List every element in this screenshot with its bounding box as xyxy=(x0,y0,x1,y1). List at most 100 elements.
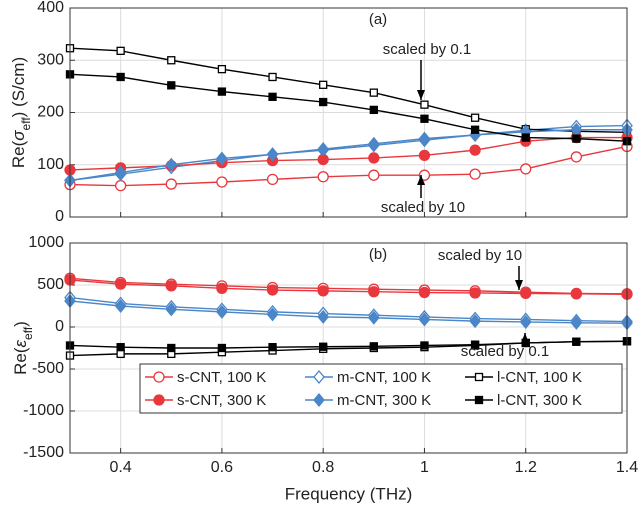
annotation: scaled by 0.1 xyxy=(383,41,471,58)
y-axis-label: Re(σeff) (S/cm) xyxy=(9,57,33,168)
y-label-part: Re( xyxy=(11,347,30,375)
axes-frame xyxy=(69,242,628,454)
series-line xyxy=(69,340,628,349)
annotation: scaled by 0.1 xyxy=(461,343,549,360)
marker xyxy=(418,286,431,299)
y-label-part: ) (S/cm) xyxy=(9,57,28,117)
marker xyxy=(268,72,277,82)
axes-frame xyxy=(69,7,628,218)
marker xyxy=(570,315,583,330)
marker xyxy=(420,114,429,123)
x-tick-label: 0.6 xyxy=(211,459,233,476)
marker xyxy=(418,312,431,327)
y-label-part: σ xyxy=(9,130,28,141)
marker xyxy=(167,56,176,65)
marker xyxy=(367,310,380,325)
marker xyxy=(319,97,328,107)
marker xyxy=(165,280,177,292)
marker xyxy=(418,131,431,146)
marker xyxy=(369,342,378,351)
marker xyxy=(519,314,532,329)
y-axis-label: Re(εeff) xyxy=(11,321,35,375)
marker xyxy=(116,349,125,359)
marker xyxy=(368,286,380,298)
y-tick-label: -500 xyxy=(32,360,64,377)
marker xyxy=(420,341,429,350)
marker xyxy=(469,287,481,299)
marker xyxy=(521,133,530,142)
y-tick-label: 500 xyxy=(37,276,64,293)
marker xyxy=(165,178,177,190)
marker xyxy=(319,342,328,351)
marker xyxy=(520,163,532,175)
series-line xyxy=(69,129,627,182)
marker xyxy=(368,169,380,181)
legend-label: s-CNT, 100 K xyxy=(177,369,266,386)
marker xyxy=(266,173,279,186)
marker xyxy=(268,92,277,101)
marker xyxy=(317,285,329,297)
marker xyxy=(368,152,380,164)
marker xyxy=(418,149,431,161)
marker xyxy=(470,113,480,122)
marker xyxy=(469,314,481,329)
legend-marker xyxy=(153,371,165,383)
y-tick-label: -1000 xyxy=(23,402,64,419)
marker xyxy=(369,105,378,115)
marker xyxy=(114,179,127,192)
x-tick-label: 1.2 xyxy=(515,459,537,476)
series-line xyxy=(69,296,628,323)
marker xyxy=(369,88,378,97)
series-line xyxy=(69,73,628,142)
marker xyxy=(114,278,127,290)
marker xyxy=(266,284,279,296)
annotation: scaled by 10 xyxy=(438,247,522,264)
arrow-head xyxy=(515,280,523,290)
annotation: scaled by 10 xyxy=(381,199,465,216)
marker xyxy=(116,343,125,352)
marker xyxy=(167,343,176,353)
x-tick-label: 0.8 xyxy=(312,459,334,476)
marker xyxy=(114,298,127,314)
marker xyxy=(114,165,127,180)
y-tick-label: 0 xyxy=(55,318,64,335)
series-line xyxy=(69,279,628,295)
marker xyxy=(216,282,228,295)
marker xyxy=(165,302,178,317)
legend-marker xyxy=(474,372,484,382)
marker xyxy=(217,87,227,96)
y-tick-label: 300 xyxy=(37,51,64,68)
marker xyxy=(217,343,227,353)
y-label-part: eff xyxy=(19,117,33,131)
y-label-part: eff xyxy=(21,326,35,340)
marker xyxy=(217,64,227,74)
y-tick-label: 0 xyxy=(55,208,64,225)
marker xyxy=(216,151,228,166)
legend-marker xyxy=(153,394,165,406)
legend-box xyxy=(139,363,623,414)
arrow-head xyxy=(417,90,425,100)
marker xyxy=(116,72,125,82)
marker xyxy=(268,343,277,352)
marker xyxy=(319,80,328,89)
marker xyxy=(520,287,532,300)
marker xyxy=(420,100,429,109)
x-tick-label: 0.4 xyxy=(110,459,132,476)
x-axis-label: Frequency (THz) xyxy=(285,484,413,503)
x-tick-label: 1 xyxy=(420,459,429,476)
legend-label: l-CNT, 300 K xyxy=(497,392,582,409)
series-line xyxy=(69,47,628,134)
marker xyxy=(317,171,329,183)
marker xyxy=(469,144,481,156)
series-line xyxy=(69,145,628,187)
annotation: (b) xyxy=(369,246,387,263)
y-tick-label: 100 xyxy=(37,156,64,173)
y-label-part: ) xyxy=(11,321,30,327)
marker xyxy=(570,151,583,163)
legend-marker xyxy=(313,392,325,408)
marker xyxy=(167,81,176,90)
y-tick-label: 400 xyxy=(37,0,64,16)
legend-label: l-CNT, 100 K xyxy=(497,369,582,386)
